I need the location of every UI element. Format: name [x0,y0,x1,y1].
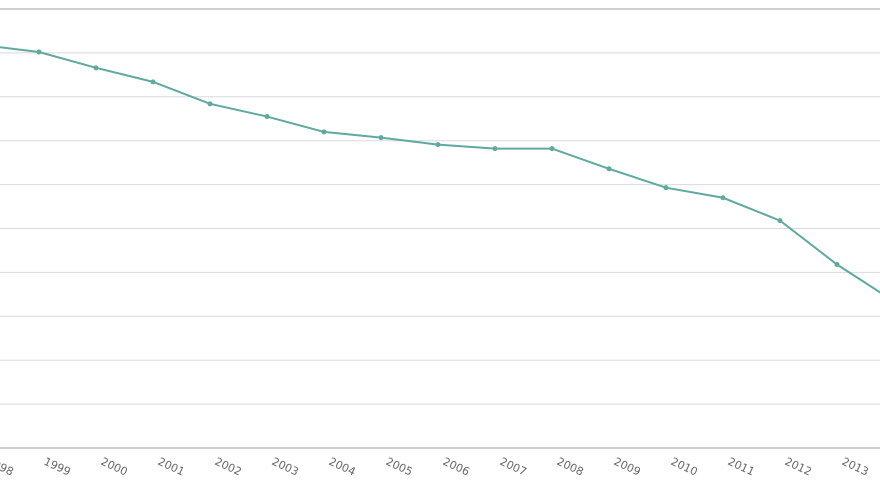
data-point [720,195,726,201]
x-tick-label: 2000 [99,455,130,479]
x-tick-label: 2001 [156,455,187,479]
x-tick-label: 2009 [612,455,643,479]
data-line [0,46,880,294]
data-point [492,146,498,152]
data-point [549,146,555,152]
data-point [834,261,840,267]
data-point [777,218,783,224]
x-tick-label: 2011 [726,455,757,479]
data-point [36,49,42,55]
data-point [150,79,156,85]
x-tick-label: 2005 [384,455,415,479]
data-point [606,166,612,172]
x-tick-label: 1998 [0,455,16,479]
x-tick-label: 2006 [441,455,472,479]
data-point [321,129,327,135]
x-tick-label: 2012 [783,455,814,479]
data-point [378,135,384,141]
data-point [93,65,99,71]
x-tick-label: 2010 [669,455,700,479]
x-tick-label: 1999 [42,455,73,479]
x-tick-label: 2004 [327,455,358,479]
x-tick-label: 2003 [270,455,301,479]
x-tick-label: 2013 [840,455,871,479]
x-tick-label: 2002 [213,455,244,479]
data-point [207,101,213,107]
data-point [264,114,270,120]
x-tick-label: 2008 [555,455,586,479]
data-point [435,142,441,148]
data-point [663,185,669,191]
x-tick-label: 2007 [498,455,529,479]
